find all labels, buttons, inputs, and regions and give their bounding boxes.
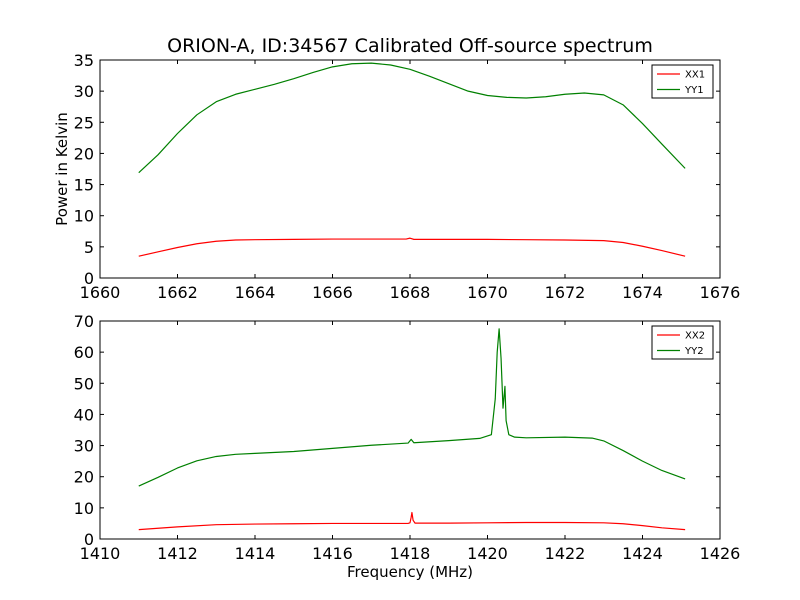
panel1-x-tick-label: 1662 (157, 283, 198, 302)
panel2-y-tick-label: 50 (74, 374, 94, 393)
panel2-legend-label-xx2: XX2 (685, 331, 705, 342)
panel2-y-tick-label: 70 (74, 312, 94, 331)
panel2-y-tick-label: 10 (74, 499, 94, 518)
panel1-legend-label-yy1: YY1 (684, 85, 704, 96)
panel2-x-tick-label: 1416 (312, 544, 353, 563)
panel2-x-tick-label: 1424 (622, 544, 663, 563)
panel2-y-tick-label: 30 (74, 437, 94, 456)
panel2-y-tick-label: 0 (84, 530, 94, 549)
panel1-y-tick-label: 30 (74, 82, 94, 101)
panel2-legend-label-yy2: YY2 (684, 346, 704, 357)
panel2-x-tick-label: 1418 (390, 544, 431, 563)
panel1-x-tick-label: 1664 (235, 283, 276, 302)
panel1-x-tick-label: 1666 (312, 283, 353, 302)
panel1-x-tick-label: 1668 (390, 283, 431, 302)
panel2-series-yy2-line (138, 328, 686, 487)
panel2-x-tick-label: 1426 (700, 544, 741, 563)
panel2-legend-box (651, 325, 714, 360)
panel2-y-tick-label: 60 (74, 343, 94, 362)
panel1-title: ORION-A, ID:34567 Calibrated Off-source … (167, 35, 653, 57)
panel2: 1410 1412 1414 1416 1418 1420 1422 1424 1426 0 10 2… (74, 312, 741, 581)
panel1-x-tick-label: 1670 (467, 283, 508, 302)
panel1-x-tick-label: 1674 (622, 283, 663, 302)
panel1-y-tick-label: 25 (74, 113, 94, 132)
panel1-y-tick-label: 10 (74, 207, 94, 226)
panel2-x-tick-label: 1420 (467, 544, 508, 563)
panel1-x-tick-label: 1672 (545, 283, 586, 302)
panel2-y-tick-label: 20 (74, 468, 94, 487)
panel2-y-tick-label: 40 (74, 405, 94, 424)
panel1-x-tick-label: 1676 (700, 283, 741, 302)
panel1-y-tick-label: 5 (84, 238, 94, 257)
panel1-y-tick-label: 0 (84, 269, 94, 288)
panel1-legend-label-xx1: XX1 (685, 70, 705, 81)
panel1: ORION-A, ID:34567 Calibrated Off-source … (53, 35, 740, 302)
panel1-y-tick-label: 15 (74, 176, 94, 195)
panel1-y-tick-label: 35 (74, 51, 94, 70)
panel1-legend-box (651, 64, 714, 99)
panel2-x-tick-label: 1412 (157, 544, 198, 563)
panel2-series-xx2-line (138, 511, 686, 531)
panel1-y-tick-label: 20 (74, 144, 94, 163)
panel1-x-tick-label: 1660 (80, 283, 121, 302)
panel2-x-tick-label: 1422 (545, 544, 586, 563)
panel1-y-axis-label: Power in Kelvin (53, 112, 71, 226)
chart-panels: ORION-A, ID:34567 Calibrated Off-source … (53, 35, 740, 581)
panel2-x-tick-label: 1410 (80, 544, 121, 563)
panel1-series-xx1-line (138, 237, 686, 257)
panel1-series-yy1-line (138, 62, 686, 174)
panel2-x-axis-label: Frequency (MHz) (347, 563, 473, 581)
panel2-x-tick-label: 1414 (235, 544, 276, 563)
